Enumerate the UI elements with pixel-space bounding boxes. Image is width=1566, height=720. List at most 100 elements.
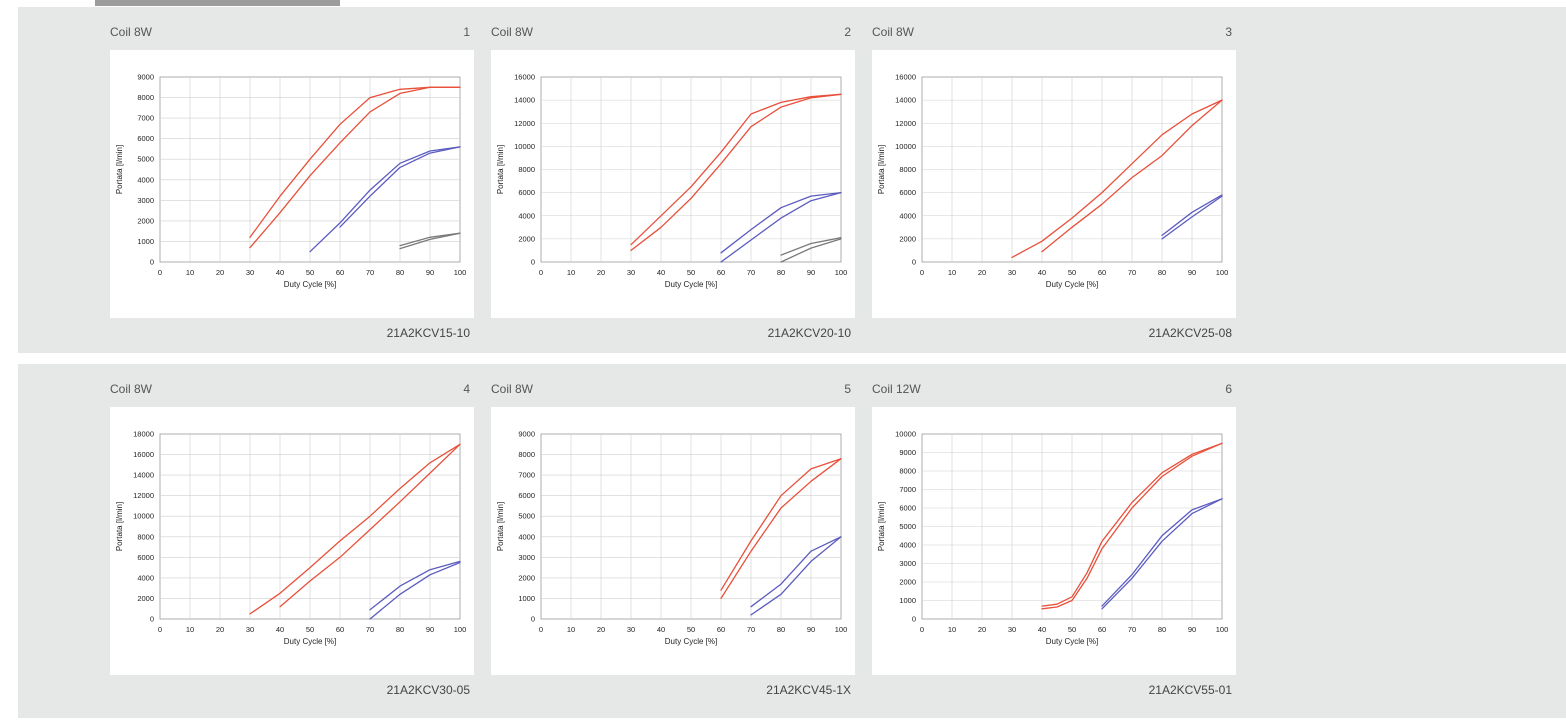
x-tick-label: 10 [186, 625, 194, 634]
x-tick-label: 20 [597, 625, 605, 634]
x-tick-label: 70 [747, 268, 755, 277]
chart-number: 6 [1225, 382, 1232, 396]
series-line-blue [309, 146, 461, 253]
y-axis-label: Portata [l/min] [877, 145, 886, 194]
y-tick-label: 4000 [518, 532, 535, 541]
chart-number: 3 [1225, 25, 1232, 39]
series-line-red [249, 443, 461, 615]
y-tick-label: 9000 [899, 448, 916, 457]
series-line-gray [780, 238, 842, 263]
series-line-red [720, 458, 842, 600]
coil-label: Coil 8W [491, 25, 534, 39]
x-tick-label: 0 [920, 625, 924, 634]
y-tick-label: 12000 [133, 491, 154, 500]
chart-number: 1 [463, 25, 470, 39]
y-axis-label: Portata [l/min] [115, 502, 124, 551]
y-tick-label: 12000 [514, 119, 535, 128]
x-tick-label: 100 [454, 268, 467, 277]
series-line-blue [750, 536, 842, 616]
chart-number: 2 [844, 25, 851, 39]
series-line-red [249, 86, 461, 238]
x-tick-label: 50 [687, 625, 695, 634]
x-tick-label: 80 [1158, 268, 1166, 277]
x-tick-label: 40 [276, 268, 284, 277]
coil-label: Coil 8W [491, 382, 534, 396]
y-tick-label: 18000 [133, 430, 154, 439]
x-tick-label: 70 [1128, 625, 1136, 634]
chart-number: 5 [844, 382, 851, 396]
chart-svg: 0 10 20 30 40 50 60 70 80 90 100 0 2000 4000 6000 8000 1… [877, 73, 1229, 290]
x-tick-label: 10 [186, 268, 194, 277]
x-tick-label: 30 [627, 268, 635, 277]
chart-card-2: Coil 8W 2 0 10 20 30 40 50 60 70 80 90 100 0 2000 400… [491, 7, 855, 340]
x-tick-label: 100 [1216, 268, 1229, 277]
y-tick-label: 6000 [518, 491, 535, 500]
top-tab-marker [95, 0, 340, 6]
coil-label: Coil 8W [872, 25, 915, 39]
x-tick-label: 20 [216, 625, 224, 634]
x-tick-label: 50 [1068, 268, 1076, 277]
y-tick-label: 8000 [137, 93, 154, 102]
y-tick-label: 2000 [137, 594, 154, 603]
y-tick-label: 1000 [518, 594, 535, 603]
x-tick-label: 100 [1216, 625, 1229, 634]
x-tick-label: 90 [1188, 625, 1196, 634]
x-tick-label: 20 [978, 268, 986, 277]
x-tick-label: 40 [276, 625, 284, 634]
chart-area: 0 10 20 30 40 50 60 70 80 90 100 0 2000 4000 6000 8000 1… [491, 50, 855, 318]
y-tick-label: 1000 [137, 237, 154, 246]
y-tick-label: 8000 [518, 165, 535, 174]
y-tick-label: 0 [912, 258, 916, 267]
series-line-red [630, 93, 842, 252]
x-tick-label: 30 [627, 625, 635, 634]
y-tick-label: 0 [531, 615, 535, 624]
y-tick-label: 0 [912, 615, 916, 624]
y-tick-label: 16000 [895, 73, 916, 82]
y-tick-label: 2000 [899, 578, 916, 587]
x-tick-label: 90 [1188, 268, 1196, 277]
y-tick-label: 5000 [899, 522, 916, 531]
y-tick-label: 3000 [899, 559, 916, 568]
y-tick-label: 5000 [518, 512, 535, 521]
model-code: 21A2KCV45-1X [766, 683, 851, 697]
x-tick-label: 100 [454, 625, 467, 634]
series-line-gray [780, 237, 842, 256]
chart-svg: 0 10 20 30 40 50 60 70 80 90 100010002000300040005… [115, 73, 467, 290]
coil-label: Coil 8W [110, 25, 153, 39]
x-tick-label: 100 [835, 268, 848, 277]
y-tick-label: 2000 [137, 216, 154, 225]
y-tick-label: 8000 [518, 450, 535, 459]
x-tick-label: 20 [597, 268, 605, 277]
x-tick-label: 0 [158, 625, 162, 634]
series-line-blue [1101, 498, 1223, 610]
x-tick-label: 20 [216, 268, 224, 277]
series-line-red [249, 86, 461, 249]
y-tick-label: 2000 [899, 234, 916, 243]
x-axis-label: Duty Cycle [%] [284, 280, 336, 289]
model-code: 21A2KCV25-08 [1148, 326, 1232, 340]
series-line-blue [720, 191, 842, 254]
y-axis-label: Portata [l/min] [496, 502, 505, 551]
x-tick-label: 50 [306, 625, 314, 634]
coil-label: Coil 8W [110, 382, 153, 396]
y-tick-label: 4000 [899, 541, 916, 550]
x-tick-label: 20 [978, 625, 986, 634]
y-tick-label: 16000 [514, 73, 535, 82]
chart-svg: 0 10 20 30 40 50 60 70 80 90 100 0 2000 4000 6000 8000 1… [115, 430, 467, 647]
x-tick-label: 90 [426, 625, 434, 634]
x-axis-label: Duty Cycle [%] [1046, 637, 1098, 646]
chart-area: 0 10 20 30 40 50 60 70 80 90 100 0 1000 2000 3000 4000 5… [872, 407, 1236, 675]
y-axis-label: Portata [l/min] [115, 145, 124, 194]
x-tick-label: 80 [396, 268, 404, 277]
chart-area: 0 10 20 30 40 50 60 70 80 90 100 0 2000 4000 6000 8000 1… [110, 407, 474, 675]
series-line-blue [339, 146, 461, 228]
x-tick-label: 10 [567, 625, 575, 634]
x-tick-label: 60 [336, 268, 344, 277]
chart-area: 0 10 20 30 40 50 60 70 80 90 100 0 1000 2000 3000 4000 5… [110, 50, 474, 318]
x-tick-label: 10 [948, 268, 956, 277]
series-line-blue [369, 561, 461, 620]
y-tick-label: 6000 [137, 134, 154, 143]
y-tick-label: 14000 [133, 471, 154, 480]
chart-card-3: Coil 8W 3 0 10 20 30 40 50 60 70 80 90 100 0 2000 400… [872, 7, 1236, 340]
y-tick-label: 3000 [137, 196, 154, 205]
